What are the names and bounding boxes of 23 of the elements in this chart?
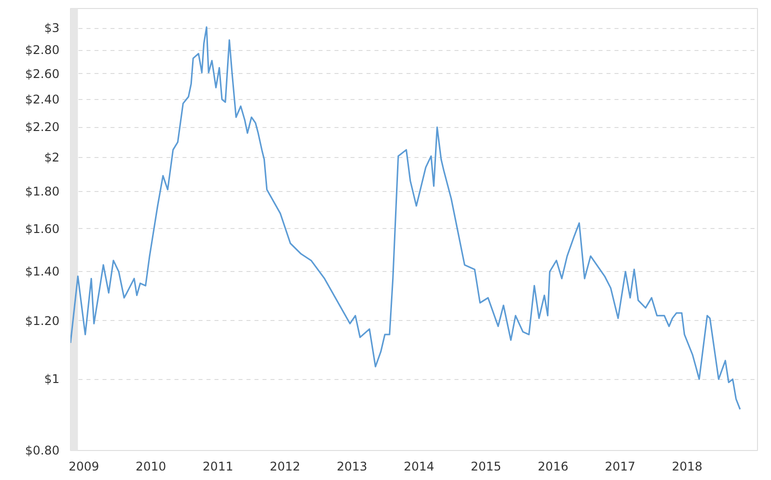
x-tick-label: 2014 (404, 460, 434, 474)
line-series (70, 26, 741, 410)
y-tick-label: $2.80 (25, 43, 60, 58)
x-tick-label: 2016 (538, 460, 568, 474)
y-tick-label: $1.60 (25, 222, 60, 236)
y-tick-label: $1 (44, 372, 60, 386)
x-tick-label: 2012 (270, 460, 300, 474)
x-tick-label: 2013 (336, 460, 368, 474)
y-tick-label: $1.20 (25, 314, 60, 328)
x-tick-label: 2018 (672, 460, 702, 474)
x-tick-label: 2017 (604, 460, 636, 474)
y-tick-label: $2 (44, 150, 60, 165)
x-tick-label: 2015 (470, 460, 502, 474)
y-tick-label: $3 (44, 21, 60, 36)
x-tick-label: 2009 (68, 460, 100, 474)
y-tick-label: $2.40 (25, 92, 60, 106)
y-tick-label: $1.40 (25, 264, 60, 279)
x-tick-label: 2011 (202, 460, 234, 474)
y-tick-label: $2.20 (25, 120, 60, 134)
y-tick-label: $2.60 (25, 66, 60, 81)
y-tick-label: $0.80 (25, 444, 60, 458)
y-tick-label: $1.80 (25, 184, 60, 198)
x-tick-label: 2010 (136, 460, 166, 474)
